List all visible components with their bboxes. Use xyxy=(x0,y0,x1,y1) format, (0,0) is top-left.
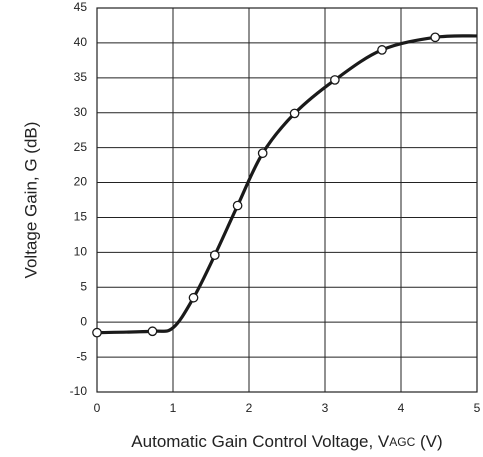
y-tick-label: 15 xyxy=(74,210,88,224)
x-label-unit: (V) xyxy=(415,432,442,451)
y-axis-label: Voltage Gain, G (dB) xyxy=(21,122,40,279)
data-point xyxy=(232,200,243,211)
y-tick-label: 30 xyxy=(74,105,88,119)
data-point xyxy=(330,75,340,85)
data-point xyxy=(188,292,199,303)
y-tick-label: 40 xyxy=(74,35,88,49)
y-tick-label: 10 xyxy=(74,245,88,259)
y-tick-label: 35 xyxy=(74,70,88,84)
x-label-sub: AGC xyxy=(389,435,415,449)
y-tick-label: -5 xyxy=(76,349,87,363)
y-tick-label: 25 xyxy=(74,140,88,154)
data-point xyxy=(92,327,102,338)
plot-frame xyxy=(96,7,478,393)
x-tick-label: 2 xyxy=(246,401,253,415)
x-tick-label: 0 xyxy=(94,401,101,415)
data-point xyxy=(209,250,220,261)
x-tick-label: 1 xyxy=(170,401,177,415)
y-tick-label: -10 xyxy=(70,384,88,398)
data-point xyxy=(257,148,268,159)
x-axis-label: Automatic Gain Control Voltage, VAGC (V) xyxy=(131,432,442,451)
x-tick-label: 5 xyxy=(474,401,481,415)
x-tick-label: 4 xyxy=(398,401,405,415)
data-point xyxy=(377,45,387,55)
y-tick-label: 0 xyxy=(80,314,87,328)
data-point xyxy=(430,32,441,43)
x-label-main: Automatic Gain Control Voltage, V xyxy=(131,432,390,451)
y-tick-label: 20 xyxy=(74,175,88,189)
data-point xyxy=(289,108,300,119)
curve xyxy=(96,34,478,335)
data-point xyxy=(147,326,158,337)
y-tick-label: 5 xyxy=(80,279,87,293)
x-tick-label: 3 xyxy=(322,401,329,415)
y-tick-label: 45 xyxy=(74,0,88,14)
